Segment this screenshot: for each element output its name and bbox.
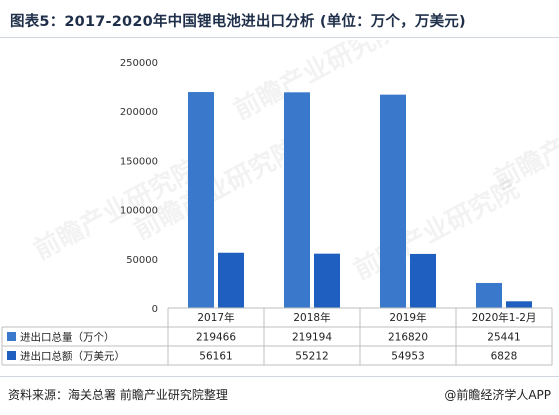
bar-volume [284,92,310,308]
data-label: 216820 [388,332,428,344]
x-category-label: 2018年 [293,311,330,324]
watermark-text: 前瞻产业研究院 [349,173,524,286]
x-category-label: 2017年 [197,311,234,324]
legend-label: 进出口总额（万美元） [20,350,125,363]
source-note: 资料来源：海关总署 前瞻产业研究院整理 [8,388,228,402]
title-divider [0,37,559,38]
y-tick-label: 200000 [120,107,158,118]
legend-label: 进出口总量（万个） [20,331,115,344]
data-label: 219466 [196,332,236,344]
legend-swatch [7,351,16,360]
bar-volume [476,282,502,308]
y-tick-label: 0 [152,304,158,315]
chart-title: 图表5：2017-2020年中国锂电池进出口分析 (单位：万个，万美元) [10,14,466,30]
y-tick-label: 50000 [126,255,158,266]
bar-value [410,253,436,308]
y-tick-label: 150000 [120,156,158,167]
data-label: 25441 [487,332,520,344]
bar-volume [380,94,406,308]
legend-swatch [7,332,16,341]
y-tick-label: 100000 [120,206,158,217]
watermark-text: 前瞻产业研究院 [229,40,404,126]
data-label: 6828 [491,351,518,363]
x-category-label: 2019年 [389,311,426,324]
bar-value [218,252,244,308]
y-tick-label: 250000 [120,58,158,69]
bar-value [314,253,340,308]
data-label: 55212 [295,351,328,363]
data-label: 54953 [391,351,424,363]
bar-volume [188,92,214,308]
x-category-label: 2020年1-2月 [472,311,537,324]
bar-value [506,301,532,308]
watermark-text: 前瞻产业研究院 [489,83,559,196]
data-label: 56161 [199,351,232,363]
data-label: 219194 [292,332,332,344]
brand-note: @前瞻经济学人APP [444,388,551,402]
footer-divider [0,376,559,377]
